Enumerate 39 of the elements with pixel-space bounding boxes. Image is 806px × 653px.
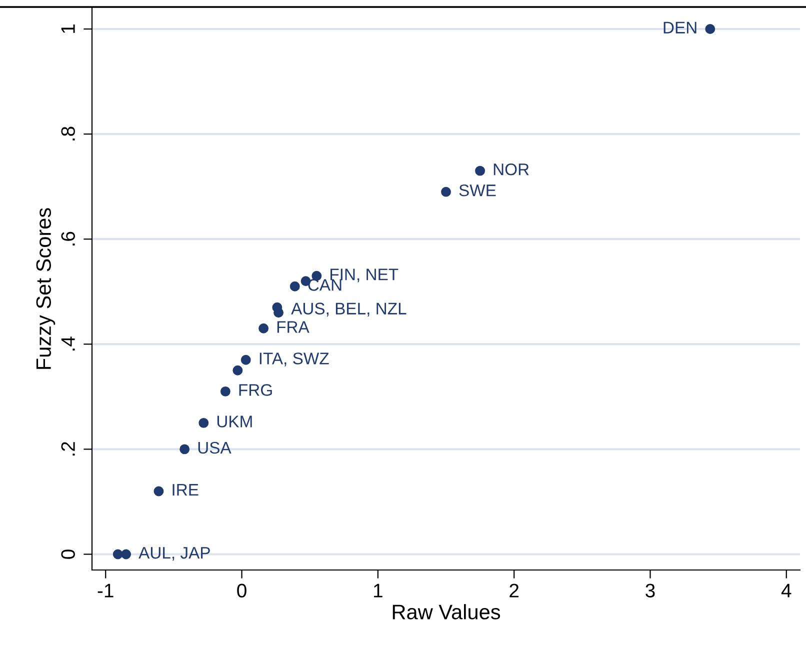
point — [240, 354, 251, 365]
annotation: NOR — [494, 163, 529, 176]
annotation: USA — [198, 442, 232, 454]
annotation: ITA, SWZ — [260, 352, 329, 366]
annotation: SWE — [459, 184, 496, 196]
y-tick-label: 1 — [61, 24, 75, 33]
y-axis-title: Fuzzy Set Scores — [36, 208, 56, 369]
point — [180, 444, 190, 454]
annotation: FRG — [239, 384, 272, 396]
point — [290, 281, 300, 292]
x-tick-label: 0 — [237, 584, 246, 598]
point — [198, 418, 209, 428]
y-tick-label: .6 — [61, 232, 75, 246]
x-tick-label: 4 — [781, 584, 792, 598]
y-tick-label: .2 — [61, 442, 75, 456]
y-tick-label: 0 — [61, 550, 75, 559]
x-tick-label: 1 — [374, 584, 382, 598]
point — [475, 166, 486, 176]
point — [112, 549, 123, 560]
annotation: DEN — [664, 22, 696, 34]
x-axis-title: Raw Values — [392, 604, 500, 620]
point — [232, 365, 243, 376]
x-tick-label: -1 — [98, 584, 114, 598]
point — [258, 323, 269, 334]
point — [274, 308, 284, 318]
y-tick-label: .8 — [61, 126, 75, 140]
point — [121, 549, 132, 560]
x-tick-label: 3 — [646, 584, 655, 598]
annotation: AUS, BEL, NZL — [291, 302, 406, 316]
point — [220, 386, 230, 396]
annotation: UKM — [217, 416, 252, 428]
point — [441, 186, 451, 197]
annotation: FRA — [277, 321, 310, 333]
annotation: AUL, JAP — [138, 547, 210, 561]
x-tick-label: 2 — [510, 584, 519, 598]
point — [705, 24, 716, 34]
annotation: IRE — [172, 484, 198, 496]
point — [154, 486, 164, 496]
y-tick-label: .4 — [61, 336, 75, 350]
